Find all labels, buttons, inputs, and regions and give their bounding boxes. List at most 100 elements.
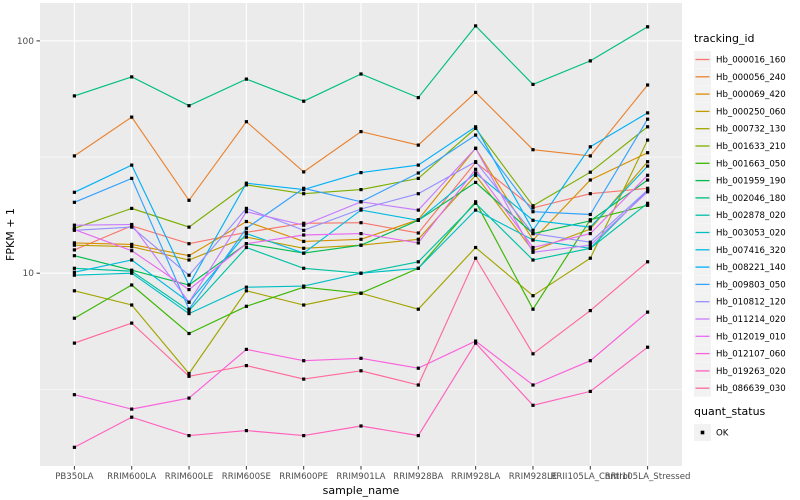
data-point-marker	[588, 170, 592, 174]
data-point-marker	[72, 223, 76, 227]
data-point-marker	[646, 125, 650, 129]
data-point-marker	[416, 266, 420, 270]
data-point-marker	[302, 223, 306, 227]
data-point-marker	[474, 171, 478, 175]
data-point-marker	[187, 258, 191, 262]
data-point-marker	[72, 266, 76, 270]
data-point-marker	[474, 24, 478, 28]
data-point-marker	[416, 208, 420, 212]
data-point-marker	[588, 225, 592, 229]
data-point-marker	[302, 266, 306, 270]
data-point-marker	[531, 245, 535, 250]
data-point-marker	[531, 218, 535, 222]
data-point-marker	[588, 154, 592, 158]
data-point-marker	[588, 145, 592, 149]
data-point-marker	[130, 115, 134, 119]
data-point-marker	[244, 183, 248, 187]
data-point-marker	[474, 133, 478, 137]
data-point-marker	[646, 260, 650, 264]
data-point-marker	[244, 120, 248, 124]
data-point-marker	[244, 77, 248, 81]
data-point-marker	[474, 256, 478, 260]
data-point-marker	[359, 243, 363, 247]
data-point-marker	[72, 228, 76, 232]
data-point-marker	[187, 312, 191, 316]
data-point-marker	[646, 173, 650, 177]
data-point-marker	[302, 251, 306, 255]
data-point-marker	[646, 203, 650, 207]
legend-label: Hb_011214_020	[716, 315, 786, 325]
data-point-marker	[187, 374, 191, 378]
data-point-marker	[474, 167, 478, 171]
data-point-marker	[531, 383, 535, 387]
legend-label: Hb_000069_420	[716, 90, 786, 100]
data-point-marker	[646, 186, 650, 190]
data-point-marker	[416, 307, 420, 311]
data-point-marker	[187, 254, 191, 258]
data-point-marker	[130, 258, 134, 262]
data-point-marker	[474, 125, 478, 129]
data-point-marker	[588, 246, 592, 250]
data-point-marker	[187, 371, 191, 376]
data-point-marker	[416, 163, 420, 167]
data-point-marker	[416, 143, 420, 147]
data-point-marker	[187, 283, 191, 287]
data-point-marker	[588, 243, 592, 247]
data-point-marker	[531, 258, 535, 262]
data-point-marker	[646, 151, 650, 155]
x-tick-label: RRIM901LA	[336, 472, 385, 482]
legend-label: Hb_000732_130	[716, 125, 786, 135]
data-point-marker	[474, 339, 478, 343]
data-point-marker	[244, 181, 248, 185]
data-point-marker	[646, 25, 650, 29]
data-point-marker	[72, 445, 76, 449]
data-point-marker	[359, 271, 363, 275]
data-point-marker	[302, 359, 306, 363]
x-tick-label: RRIM928BA	[393, 472, 443, 482]
data-point-marker	[531, 352, 535, 356]
data-point-marker	[474, 160, 478, 164]
data-point-marker	[187, 104, 191, 108]
data-point-marker	[646, 310, 650, 314]
data-point-marker	[302, 170, 306, 174]
data-point-marker	[302, 99, 306, 103]
data-point-marker	[244, 364, 248, 368]
data-point-marker	[72, 154, 76, 158]
data-point-marker	[302, 284, 306, 288]
data-point-marker	[416, 241, 420, 245]
legend-label: Hb_002878_020	[716, 211, 786, 221]
data-point-marker	[474, 146, 478, 150]
data-point-marker	[359, 188, 363, 192]
legend-title-tracking-id: tracking_id	[694, 32, 755, 45]
data-point-marker	[531, 206, 535, 210]
data-point-marker	[72, 94, 76, 98]
data-point-marker	[130, 245, 134, 249]
data-point-marker	[474, 208, 478, 212]
legend-label: Hb_019263_020	[716, 367, 786, 377]
data-point-marker	[416, 237, 420, 241]
data-point-marker	[646, 190, 650, 194]
data-point-marker	[72, 341, 76, 345]
data-point-marker	[359, 200, 363, 204]
data-point-marker	[531, 210, 535, 214]
data-point-marker	[187, 307, 191, 311]
data-point-marker	[588, 240, 592, 244]
data-point-marker	[416, 383, 420, 387]
data-point-marker	[588, 59, 592, 63]
x-tick-label: RRIM928LA	[451, 472, 500, 482]
data-point-marker	[359, 424, 363, 428]
data-point-marker	[646, 138, 650, 142]
data-point-marker	[72, 270, 76, 274]
data-point-marker	[302, 221, 306, 225]
legend-label: Hb_007416_320	[716, 246, 786, 256]
data-point-marker	[302, 239, 306, 243]
data-point-marker	[416, 231, 420, 235]
data-point-marker	[474, 201, 478, 205]
data-point-marker	[416, 192, 420, 196]
legend-label: Hb_009803_050	[716, 280, 786, 290]
data-point-marker	[130, 269, 134, 273]
data-point-marker	[302, 192, 306, 196]
data-point-marker	[588, 192, 592, 196]
data-point-marker	[588, 389, 592, 393]
x-tick-label: RRIM600LE	[165, 472, 214, 482]
